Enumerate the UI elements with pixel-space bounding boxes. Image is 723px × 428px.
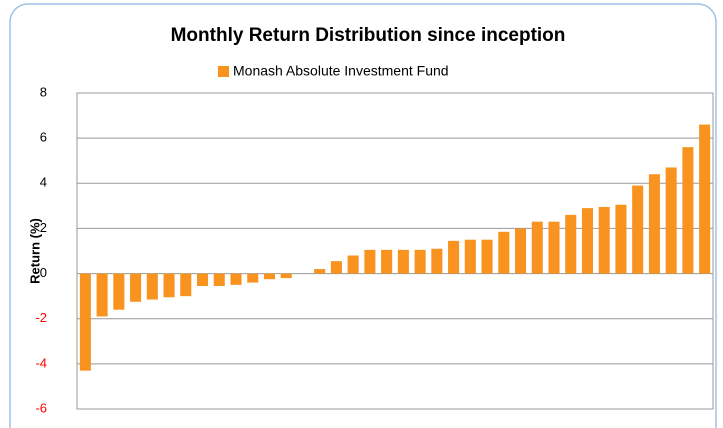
bar [230,273,242,285]
bar [598,206,610,274]
bar [113,273,125,310]
bar [280,273,292,279]
y-tick-label: -4 [35,355,47,370]
bar [699,124,711,274]
y-tick-label: 0 [40,265,47,280]
bar [431,248,443,274]
bar [665,167,677,274]
y-axis-label: Return (%) [27,218,42,284]
bar [263,273,275,280]
legend-swatch [218,66,229,77]
bar [481,239,493,274]
bar [96,273,108,317]
bar [197,273,209,286]
y-tick-label: 6 [40,130,47,145]
y-tick-label: 4 [40,175,47,190]
bar [581,208,593,274]
bar [464,239,476,274]
bar [498,231,510,274]
bar [397,249,409,274]
bar [247,273,259,283]
bar [213,273,225,286]
bar [414,249,426,274]
bar [364,249,376,274]
y-tick-label: 2 [40,220,47,235]
bar [531,221,543,274]
y-tick-label: -6 [35,400,47,415]
bar [180,273,192,297]
bar [632,185,644,274]
bar [515,228,527,274]
bar [314,269,326,274]
bar [347,255,359,274]
chart-title: Monthly Return Distribution since incept… [171,25,566,46]
bar [565,214,577,274]
bar [163,273,175,298]
y-tick-label: 8 [40,84,47,99]
bar [615,204,627,274]
bar [130,273,142,302]
legend-label: Monash Absolute Investment Fund [233,63,449,79]
bar [79,273,91,371]
bar [682,147,694,274]
bar [330,261,342,274]
y-tick-label: -2 [35,310,47,325]
bar [548,221,560,274]
bar [448,240,460,274]
bar [381,249,393,274]
bar [146,273,158,300]
bar [648,174,660,274]
